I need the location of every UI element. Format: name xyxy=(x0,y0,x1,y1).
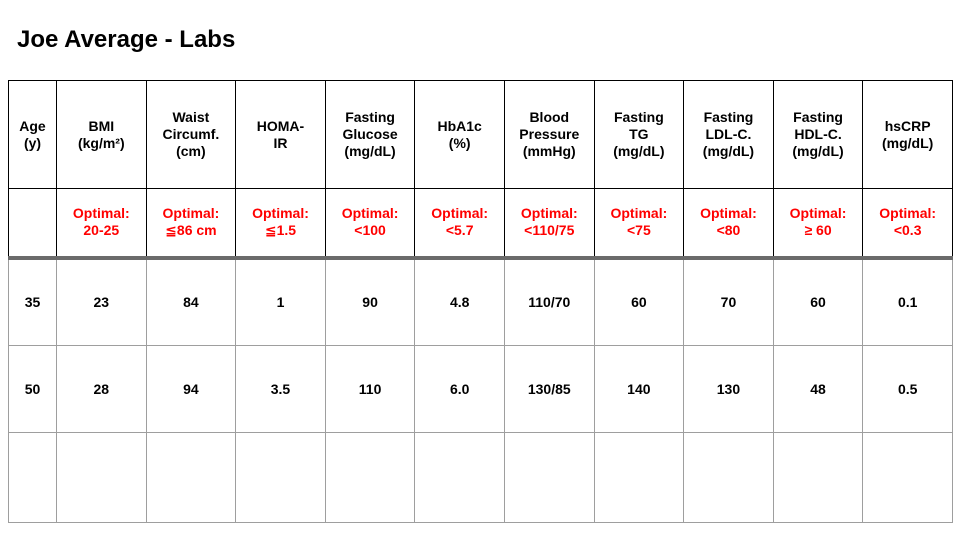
optimal-cell-blood-pressure: Optimal: <110/75 xyxy=(503,188,595,260)
table-cell: 4.8 xyxy=(414,257,505,346)
optimal-cell-fasting-hdl: Optimal: ≥ 60 xyxy=(772,188,864,260)
table-cell: 70 xyxy=(683,257,774,346)
table-cell: 0.1 xyxy=(862,257,953,346)
optimal-cell-hba1c: Optimal: <5.7 xyxy=(414,188,505,260)
labs-table: Age (y) BMI (kg/m²) Waist Circumf. (cm) … xyxy=(8,80,953,523)
table-cell: 110 xyxy=(324,345,416,433)
table-cell xyxy=(503,432,595,523)
col-header-fasting-ldl: Fasting LDL-C. (mg/dL) xyxy=(683,80,774,189)
table-cell xyxy=(593,432,685,523)
table-cell: 35 xyxy=(8,257,57,346)
table-cell xyxy=(683,432,774,523)
table-cell xyxy=(56,432,147,523)
table-cell xyxy=(8,432,57,523)
header-row: Age (y) BMI (kg/m²) Waist Circumf. (cm) … xyxy=(8,80,953,189)
col-header-age: Age (y) xyxy=(8,80,57,189)
col-header-waist-circumf: Waist Circumf. (cm) xyxy=(145,80,237,189)
data-row-empty xyxy=(8,432,953,523)
optimal-cell-bmi: Optimal: 20-25 xyxy=(56,188,147,260)
table-cell: 60 xyxy=(772,257,864,346)
table-cell: 130 xyxy=(683,345,774,433)
table-cell: 28 xyxy=(56,345,147,433)
table-cell: 90 xyxy=(324,257,416,346)
col-header-homa-ir: HOMA- IR xyxy=(235,80,326,189)
table-cell: 23 xyxy=(56,257,147,346)
col-header-fasting-glucose: Fasting Glucose (mg/dL) xyxy=(324,80,416,189)
col-header-fasting-tg: Fasting TG (mg/dL) xyxy=(593,80,685,189)
table-cell: 60 xyxy=(593,257,685,346)
optimal-cell-waist-circumf: Optimal: ≦86 cm xyxy=(145,188,237,260)
table-cell xyxy=(324,432,416,523)
optimal-cell-fasting-glucose: Optimal: <100 xyxy=(324,188,416,260)
data-row-1: 35 23 84 1 90 4.8 110/70 60 70 60 0.1 xyxy=(8,257,953,346)
table-cell xyxy=(862,432,953,523)
table-cell: 130/85 xyxy=(503,345,595,433)
table-cell xyxy=(772,432,864,523)
col-header-bmi: BMI (kg/m²) xyxy=(56,80,147,189)
col-header-hscrp: hsCRP (mg/dL) xyxy=(862,80,953,189)
optimal-cell-hscrp: Optimal: <0.3 xyxy=(862,188,953,260)
table-cell: 110/70 xyxy=(503,257,595,346)
table-cell: 48 xyxy=(772,345,864,433)
table-cell: 1 xyxy=(235,257,326,346)
table-cell: 0.5 xyxy=(862,345,953,433)
table-cell: 84 xyxy=(145,257,237,346)
table-cell xyxy=(414,432,505,523)
page-title: Joe Average - Labs xyxy=(17,26,236,53)
optimal-cell-fasting-ldl: Optimal: <80 xyxy=(683,188,774,260)
table-cell: 94 xyxy=(145,345,237,433)
col-header-blood-pressure: Blood Pressure (mmHg) xyxy=(503,80,595,189)
optimal-row: Optimal: 20-25 Optimal: ≦86 cm Optimal: … xyxy=(8,188,953,260)
data-row-2: 50 28 94 3.5 110 6.0 130/85 140 130 48 0… xyxy=(8,345,953,433)
optimal-cell-fasting-tg: Optimal: <75 xyxy=(593,188,685,260)
optimal-cell-age xyxy=(8,188,57,260)
table-cell: 6.0 xyxy=(414,345,505,433)
col-header-fasting-hdl: Fasting HDL-C. (mg/dL) xyxy=(772,80,864,189)
table-cell: 50 xyxy=(8,345,57,433)
table-cell xyxy=(235,432,326,523)
table-cell xyxy=(145,432,237,523)
col-header-hba1c: HbA1c (%) xyxy=(414,80,505,189)
table-cell: 140 xyxy=(593,345,685,433)
optimal-cell-homa-ir: Optimal: ≦1.5 xyxy=(235,188,326,260)
table-cell: 3.5 xyxy=(235,345,326,433)
